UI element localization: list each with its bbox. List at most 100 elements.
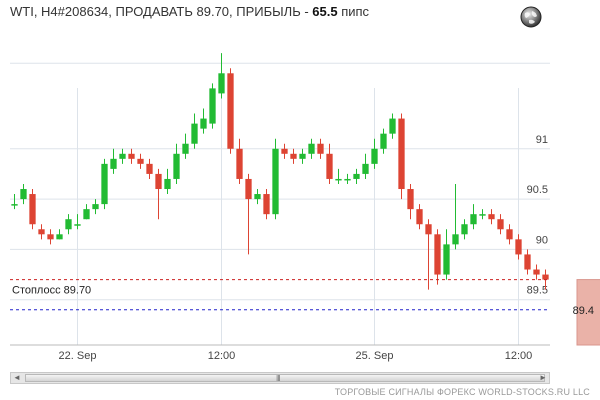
candle — [479, 209, 486, 220]
candle — [155, 168, 162, 220]
candle-body — [245, 178, 252, 200]
candle-body — [191, 123, 198, 144]
candle — [452, 183, 459, 250]
candle — [74, 214, 81, 230]
x-tick-label: 25. Sep — [356, 350, 394, 362]
candle — [263, 189, 270, 220]
candle — [47, 229, 54, 245]
candle — [326, 143, 333, 184]
candle — [101, 158, 108, 210]
candle — [488, 209, 495, 225]
candle — [83, 204, 90, 220]
chart-title: WTI, H4#208634, ПРОДАВАТЬ 89.70, ПРИБЫЛЬ… — [10, 4, 370, 19]
candle — [416, 204, 423, 230]
candle-body — [20, 189, 27, 200]
y-tick-label: 90.5 — [527, 184, 548, 196]
candle — [317, 138, 324, 159]
candle-body — [29, 194, 36, 225]
candle-body — [542, 274, 549, 280]
candle-body — [407, 189, 414, 210]
candle-body — [488, 214, 495, 220]
candle — [254, 189, 261, 205]
candle-body — [308, 143, 315, 154]
candle-body — [200, 118, 207, 129]
target-price-label: 89.4 — [573, 305, 594, 317]
candle-body — [371, 148, 378, 164]
candle — [335, 168, 342, 184]
candle — [371, 138, 378, 169]
candle-body — [398, 118, 405, 190]
candle-body — [290, 153, 297, 159]
candle-body — [110, 158, 117, 169]
candle — [434, 229, 441, 285]
candle — [281, 143, 288, 159]
candle — [398, 113, 405, 200]
scroll-right-button[interactable]: ► — [539, 373, 547, 382]
scrollbar-thumb[interactable]: III — [25, 374, 545, 383]
candle-body — [38, 229, 45, 235]
candle — [389, 113, 396, 139]
candle — [299, 148, 306, 164]
candle-body — [236, 148, 243, 179]
y-tick-label: 91 — [536, 134, 548, 146]
candle — [506, 224, 513, 245]
candle-body — [254, 194, 261, 200]
candle-body — [380, 133, 387, 149]
candle — [245, 173, 252, 255]
candle-body — [128, 153, 135, 159]
candle — [236, 138, 243, 184]
candle-body — [101, 163, 108, 205]
candle — [128, 148, 135, 164]
candle — [497, 214, 504, 235]
candle — [461, 219, 468, 240]
candle-body — [155, 173, 162, 190]
candle-body — [182, 143, 189, 154]
candle-body — [281, 148, 288, 154]
candle-body — [218, 73, 225, 94]
candle-body — [425, 224, 432, 235]
candle-body — [11, 204, 18, 206]
scroll-left-button[interactable]: ◄ — [13, 373, 21, 382]
candle-body — [452, 234, 459, 245]
y-tick-label: 89.5 — [527, 285, 548, 297]
candle-body — [74, 224, 81, 226]
candle — [290, 148, 297, 164]
candle — [164, 168, 171, 195]
y-tick-label: 90 — [536, 234, 548, 246]
candle — [200, 108, 207, 134]
candle-body — [389, 118, 396, 134]
candle-body — [344, 178, 351, 181]
scrollbar-grip-icon: III — [276, 374, 281, 383]
horizontal-scrollbar[interactable]: ◄ III ► — [10, 372, 550, 384]
candle — [38, 224, 45, 240]
candle-body — [56, 234, 63, 240]
candle — [182, 133, 189, 159]
candle — [20, 183, 27, 205]
candle-body — [461, 224, 468, 235]
candle — [533, 264, 540, 280]
candle — [425, 219, 432, 290]
candle-body — [506, 229, 513, 240]
candle-body — [470, 214, 477, 225]
globe-icon[interactable] — [520, 6, 542, 28]
candle-body — [326, 153, 333, 179]
candle-body — [335, 178, 342, 181]
candle-body — [524, 254, 531, 270]
candle — [56, 229, 63, 240]
candle — [470, 204, 477, 230]
candle-body — [533, 269, 540, 275]
candle — [515, 234, 522, 260]
candle — [443, 229, 450, 280]
candle-body — [479, 214, 486, 216]
candle-body — [137, 158, 144, 164]
candle-body — [65, 219, 72, 230]
candle — [344, 173, 351, 184]
candle-body — [416, 209, 423, 225]
candle — [137, 153, 144, 169]
candle-body — [173, 153, 180, 179]
candle-body — [227, 73, 234, 149]
candle-body — [263, 194, 270, 215]
candle-body — [434, 234, 441, 275]
candle-body — [443, 244, 450, 275]
candle-body — [119, 153, 126, 159]
